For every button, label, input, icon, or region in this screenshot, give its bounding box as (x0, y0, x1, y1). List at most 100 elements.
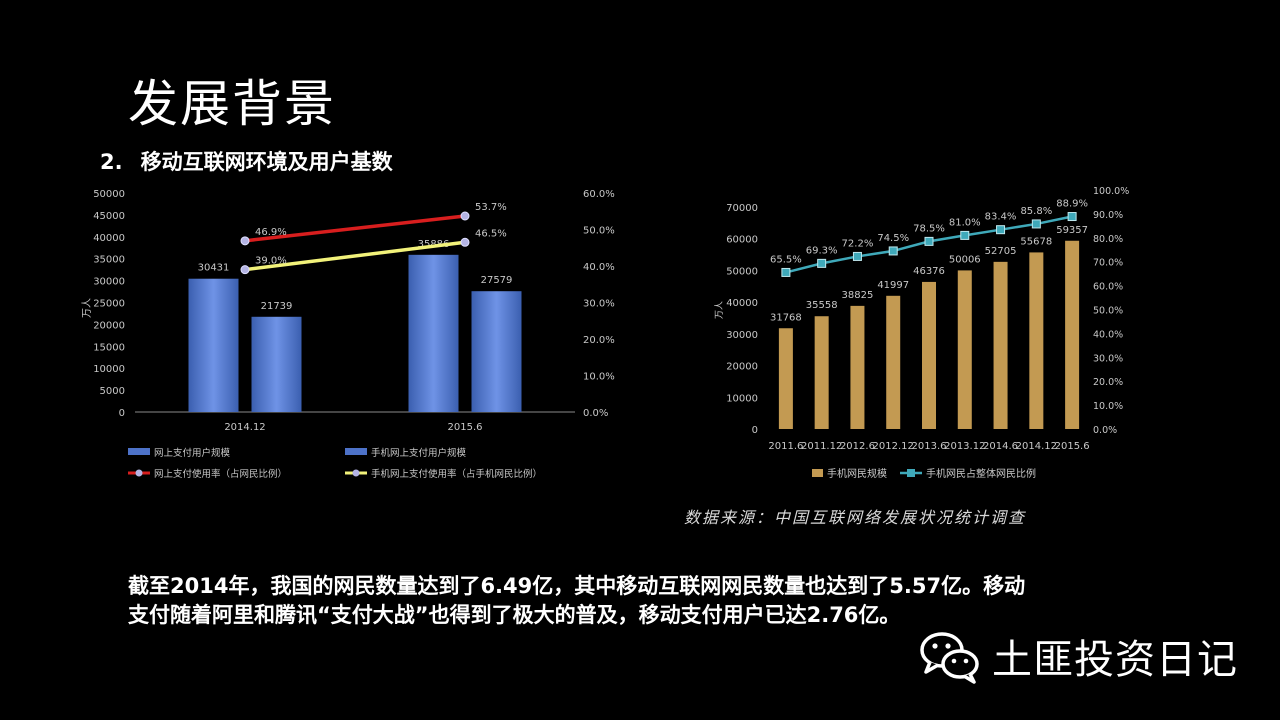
legend-marker (907, 469, 915, 477)
bar (850, 305, 865, 429)
y-tick-label: 10000 (93, 364, 125, 375)
y2-tick-label: 30.0% (583, 299, 615, 310)
bar (993, 261, 1008, 429)
bar (886, 295, 901, 429)
summary-text: 截至2014年，我国的网民数量达到了6.49亿，其中移动互联网网民数量也达到了5… (128, 572, 1138, 630)
y-axis-unit-label: 万人 (714, 301, 725, 319)
bar-value-label: 59357 (1056, 225, 1088, 236)
mobile-netizens-chart: 0 10000 20000 30000 40000 50000 60000 70000 0.0%… (714, 186, 1129, 480)
y2-tick-label: 90.0% (1093, 210, 1123, 221)
line-point (924, 236, 934, 246)
line-point (240, 236, 250, 246)
y-tick-label: 40000 (726, 298, 758, 309)
y-tick-label: 45000 (93, 211, 125, 222)
legend-marker (135, 469, 143, 477)
line-value-label: 46.9% (255, 227, 287, 238)
y2-tick-label: 20.0% (583, 335, 615, 346)
y-tick-label: 10000 (726, 393, 758, 404)
line-point (1031, 219, 1041, 229)
line-value-label: 72.2% (842, 238, 874, 249)
y-tick-label: 5000 (100, 386, 125, 397)
line-value-label: 81.0% (949, 217, 981, 228)
bar (471, 291, 522, 412)
bar-value-label: 41997 (877, 280, 909, 291)
y-axis-unit-label: 万人 (81, 298, 93, 318)
bar-value-label: 35886 (418, 239, 450, 250)
bar (1065, 240, 1080, 429)
y-tick-label: 15000 (93, 342, 125, 353)
x-tick-label: 2012.12 (873, 441, 914, 452)
y-tick-label: 25000 (93, 299, 125, 310)
line-point (781, 267, 791, 277)
bar-value-label: 46376 (913, 266, 945, 277)
bar-value-label: 55678 (1020, 236, 1052, 247)
y2-tick-label: 70.0% (1093, 258, 1123, 269)
bar (251, 316, 302, 412)
subtitle-number: 2. (100, 150, 123, 174)
y2-tick-label: 40.0% (583, 262, 615, 273)
y-tick-label: 50000 (726, 266, 758, 277)
y2-tick-label: 10.0% (1093, 401, 1123, 412)
y2-tick-label: 60.0% (583, 189, 615, 200)
y-tick-label: 40000 (93, 233, 125, 244)
bar-value-label: 31768 (770, 312, 802, 323)
legend-marker (352, 469, 360, 477)
subtitle-text: 移动互联网环境及用户基数 (140, 150, 393, 174)
series-line (244, 240, 466, 272)
y2-tick-label: 0.0% (1093, 425, 1117, 436)
line-point (817, 258, 827, 268)
y-tick-label: 20000 (726, 362, 758, 373)
bar (957, 270, 972, 429)
legend-label: 手机网民规模 (827, 467, 887, 480)
summary-line: 支付随着阿里和腾讯“支付大战”也得到了极大的普及，移动支付用户已达2.76亿。 (128, 603, 901, 627)
line-value-label: 88.9% (1056, 199, 1088, 210)
x-tick-label: 2013.6 (912, 441, 947, 452)
line-point (960, 230, 970, 240)
bar-value-label: 21739 (261, 301, 293, 312)
x-tick-label: 2011.12 (801, 441, 842, 452)
line-point (460, 211, 470, 221)
y2-tick-label: 80.0% (1093, 234, 1123, 245)
y-tick-label: 0 (119, 408, 125, 419)
line-point (460, 237, 470, 247)
legend-label: 手机网上支付使用率（占手机网民比例） (371, 468, 542, 480)
line-point (852, 251, 862, 261)
brand-name: 土匪投资日记 (992, 637, 1238, 683)
y-tick-label: 60000 (726, 235, 758, 246)
slide-title: 发展背景 (128, 75, 336, 133)
brand-watermark: 土匪投资日记 (918, 628, 1238, 684)
bar-value-label: 30431 (198, 263, 230, 274)
bar-value-label: 27579 (481, 275, 513, 286)
bar-value-label: 50006 (949, 254, 981, 265)
y-tick-label: 0 (752, 425, 758, 436)
y2-tick-label: 50.0% (583, 226, 615, 237)
line-value-label: 85.8% (1020, 206, 1052, 217)
line-value-label: 69.3% (806, 245, 838, 256)
bar (814, 316, 829, 429)
line-point (996, 225, 1006, 235)
line-value-label: 46.5% (475, 228, 507, 239)
legend-label: 网上支付使用率（占网民比例） (154, 468, 287, 480)
line-value-label: 74.5% (877, 233, 909, 244)
y2-tick-label: 30.0% (1093, 353, 1123, 364)
section-subtitle: 2. 移动互联网环境及用户基数 (100, 146, 393, 176)
bar (922, 281, 936, 429)
bar (408, 254, 459, 412)
y2-tick-label: 40.0% (1093, 329, 1123, 340)
legend-label: 手机网上支付用户规模 (371, 447, 467, 459)
y-tick-label: 35000 (93, 255, 125, 266)
x-tick-label: 2015.6 (448, 422, 483, 433)
legend-label: 手机网民占整体网民比例 (926, 467, 1036, 480)
legend-swatch (812, 469, 823, 477)
bar-value-label: 35558 (806, 300, 838, 311)
line-point (888, 246, 898, 256)
y2-tick-label: 10.0% (583, 372, 615, 383)
wechat-icon (920, 632, 979, 684)
line-point (1067, 212, 1077, 222)
bar (1029, 252, 1044, 429)
legend-swatch (128, 448, 150, 455)
line-value-label: 78.5% (913, 223, 945, 234)
bar (188, 278, 239, 412)
series-line (244, 214, 466, 243)
y2-tick-label: 50.0% (1093, 306, 1123, 317)
